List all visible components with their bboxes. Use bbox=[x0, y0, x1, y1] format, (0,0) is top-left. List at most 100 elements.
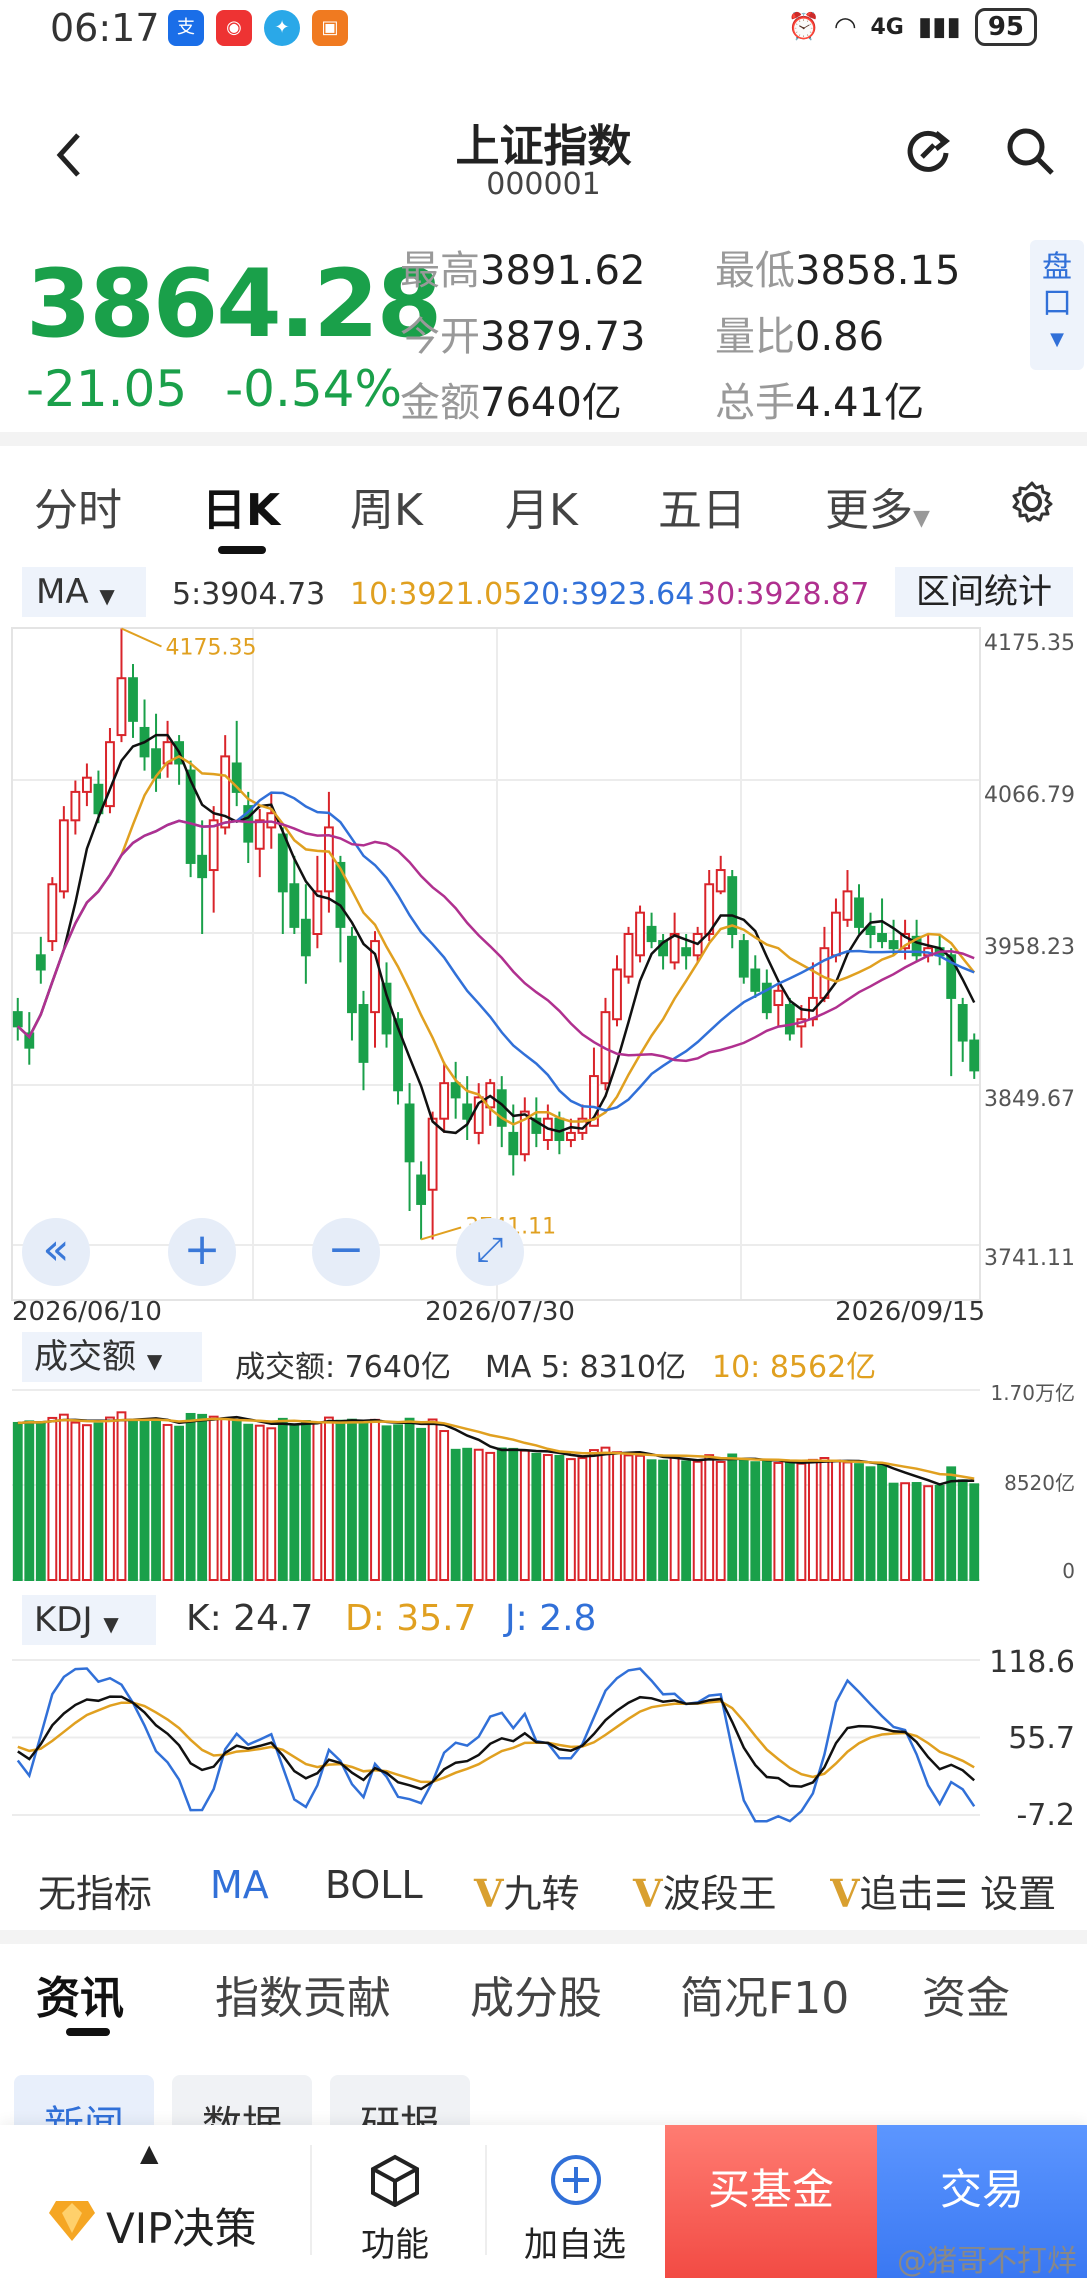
stat-high: 最高3891.62 bbox=[400, 238, 645, 296]
volume-bar-up bbox=[623, 1454, 634, 1581]
alarm-icon: ⏰ bbox=[787, 12, 820, 42]
volume-bar-down bbox=[416, 1427, 427, 1581]
max-price-label: 4175.35 bbox=[165, 635, 256, 660]
indicator-ma[interactable]: MA bbox=[210, 1863, 269, 1907]
volume-bar-up bbox=[208, 1415, 219, 1581]
zoom-in-icon[interactable]: + bbox=[168, 1218, 236, 1286]
change-percent: -0.54% bbox=[225, 360, 402, 418]
trade-button[interactable]: 交易 bbox=[877, 2125, 1087, 2278]
candle-down bbox=[508, 1131, 519, 1156]
divider bbox=[310, 2145, 312, 2255]
tab-five-day[interactable]: 五日 bbox=[658, 485, 746, 536]
tab-news[interactable]: 资讯 bbox=[36, 1973, 124, 2024]
back-icon[interactable] bbox=[48, 125, 92, 185]
volume-selector[interactable]: 成交额 ▼ bbox=[22, 1332, 202, 1382]
chip-research[interactable]: 研报 bbox=[330, 2075, 470, 2125]
volume-bar-up bbox=[254, 1424, 265, 1581]
candle-down bbox=[335, 861, 346, 928]
stat-low-label: 最低 bbox=[715, 248, 795, 294]
volume-ma10-line bbox=[17, 1417, 975, 1480]
tab-monthly-k[interactable]: 月K bbox=[505, 485, 578, 536]
ma20-value: 20:3923.64 bbox=[522, 577, 695, 612]
volume-bar-up bbox=[635, 1454, 645, 1581]
volume-bar-down bbox=[139, 1420, 150, 1581]
status-bar: 06:17 支 ◉ ✦ ▣ ⏰ ◠ 4G ▮▮▮ 95 bbox=[0, 0, 1087, 58]
indicator-boll[interactable]: BOLL bbox=[325, 1863, 423, 1907]
app-blue-icon: ✦ bbox=[264, 10, 300, 46]
alipay-icon: 支 bbox=[168, 10, 204, 46]
game-icon: ▣ bbox=[312, 10, 348, 46]
volume-bar-up bbox=[81, 1424, 92, 1581]
tab-capital[interactable]: 资金 bbox=[922, 1973, 1010, 2024]
range-stat-button[interactable]: 区间统计 bbox=[895, 567, 1073, 617]
tab-constituents[interactable]: 成分股 bbox=[470, 1973, 602, 2024]
tab-index-contribution[interactable]: 指数贡献 bbox=[215, 1973, 391, 2024]
function-button[interactable]: 功能 bbox=[330, 2125, 460, 2278]
scroll-left-icon[interactable]: « bbox=[22, 1218, 90, 1286]
volume-bar-down bbox=[277, 1417, 288, 1581]
tab-intraday[interactable]: 分时 bbox=[34, 485, 122, 536]
candle-down bbox=[93, 783, 104, 815]
indicator-jiuzhuan[interactable]: V九转 bbox=[474, 1863, 580, 1918]
candle-up bbox=[116, 677, 127, 737]
tab-more[interactable]: 更多▼ bbox=[825, 474, 930, 538]
kdj-selector[interactable]: KDJ ▼ bbox=[22, 1595, 156, 1645]
volume-bar-down bbox=[151, 1419, 161, 1582]
volume-bar-down bbox=[335, 1419, 346, 1581]
search-icon[interactable] bbox=[1004, 125, 1056, 177]
caret-down-icon: ▼ bbox=[1050, 329, 1064, 350]
buy-fund-button[interactable]: 买基金 bbox=[665, 2125, 877, 2278]
candle-down bbox=[450, 1082, 461, 1099]
caret-down-icon: ▼ bbox=[146, 1349, 163, 1373]
candle-up bbox=[208, 819, 219, 872]
news-chips: 新闻 数据 研报 bbox=[0, 2075, 1087, 2125]
ma30-value: 30:3928.87 bbox=[697, 577, 870, 612]
gear-icon[interactable] bbox=[1010, 480, 1054, 524]
chart-area[interactable]: 1.70万亿 8520亿 0 118.6 55.7 -7.2 4175.35 3741.1… bbox=[0, 620, 1087, 1850]
tab-weekly-k[interactable]: 周K bbox=[350, 485, 423, 536]
add-watchlist-button[interactable]: 加自选 bbox=[505, 2125, 645, 2278]
volume-bar-down bbox=[358, 1421, 369, 1581]
candle-down bbox=[646, 925, 657, 943]
candle-down bbox=[865, 925, 876, 935]
volume-bar-down bbox=[508, 1447, 519, 1581]
period-tabs: 分时 日K 周K 月K 五日 更多▼ bbox=[0, 450, 1087, 560]
indicator-settings[interactable]: ☰ 设置 bbox=[934, 1863, 1057, 1918]
candle-down bbox=[404, 1103, 415, 1163]
chip-news[interactable]: 新闻 bbox=[14, 2075, 154, 2125]
candle-down bbox=[277, 833, 288, 893]
vip-button[interactable]: ▲ VIP决策 bbox=[0, 2125, 310, 2278]
volume-bar-up bbox=[819, 1457, 830, 1582]
v-mark-icon: V bbox=[830, 1871, 860, 1916]
kline-chart[interactable]: 1.70万亿 8520亿 0 118.6 55.7 -7.2 4175.35 3741.1… bbox=[0, 620, 1087, 1850]
tab-f10[interactable]: 简况F10 bbox=[680, 1973, 850, 2024]
max-pointer bbox=[121, 627, 162, 648]
stat-vol-ratio-label: 量比 bbox=[715, 314, 795, 360]
volume-bar-down bbox=[450, 1448, 461, 1581]
refresh-icon[interactable] bbox=[900, 123, 956, 179]
divider bbox=[0, 432, 1087, 446]
tab-daily-k[interactable]: 日K bbox=[202, 485, 281, 536]
kdj-d-line bbox=[17, 1700, 975, 1784]
candle-up bbox=[715, 869, 726, 893]
volume-ma5: MA 5: 8310亿 bbox=[485, 1350, 687, 1385]
function-label: 功能 bbox=[361, 2225, 429, 2265]
chip-data[interactable]: 数据 bbox=[172, 2075, 312, 2125]
pankou-button[interactable]: 盘口 ▼ bbox=[1030, 240, 1084, 370]
indicator-zhui[interactable]: V追击 bbox=[830, 1863, 930, 1918]
watermark: @猪哥不打烊 bbox=[897, 2244, 1077, 2278]
volume-bar-up bbox=[669, 1455, 680, 1582]
indicator-none[interactable]: 无指标 bbox=[38, 1872, 153, 1916]
volume-bar-up bbox=[577, 1457, 588, 1581]
price-axis-label: 3958.23 bbox=[984, 935, 1075, 960]
zoom-out-icon[interactable]: − bbox=[312, 1218, 380, 1286]
ma-selector[interactable]: MA ▼ bbox=[22, 567, 146, 617]
candle-down bbox=[946, 954, 957, 999]
fullscreen-icon[interactable]: ⤢ bbox=[456, 1218, 524, 1286]
bottom-bar: ▲ VIP决策 功能 加自选 买基金 交易 bbox=[0, 2125, 1087, 2278]
caret-down-icon: ▼ bbox=[99, 584, 115, 608]
chart-frame bbox=[11, 627, 981, 1301]
indicator-boduan[interactable]: V波段王 bbox=[633, 1863, 777, 1918]
volume-bar-up bbox=[312, 1421, 323, 1581]
volume-bar-up bbox=[473, 1448, 484, 1581]
